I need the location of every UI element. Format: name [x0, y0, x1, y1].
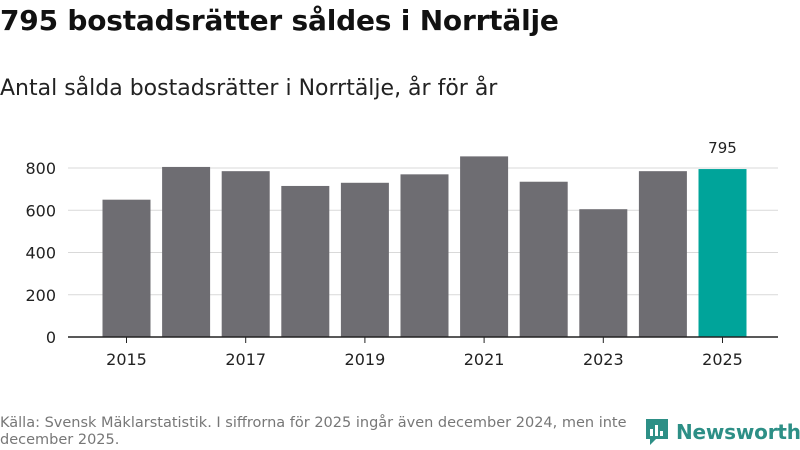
y-tick-label: 400 — [25, 244, 56, 263]
x-tick-label: 2025 — [702, 350, 743, 369]
bar-2024 — [638, 171, 687, 337]
source-note: Källa: Svensk Mäklarstatistik. I siffror… — [0, 415, 627, 448]
x-tick-label: 2021 — [464, 350, 505, 369]
bar-chart: 0 200 400 600 800 795 2015 2017 2019 2021 2023 2025 — [25, 139, 778, 369]
bar-2017 — [221, 171, 270, 337]
logo-text: Newsworthy — [676, 420, 800, 444]
bar-2025 — [698, 169, 747, 337]
x-tick-label: 2017 — [225, 350, 266, 369]
y-tick-label: 600 — [25, 201, 56, 220]
x-tick-label: 2023 — [583, 350, 624, 369]
chart-subtitle: Antal sålda bostadsrätter i Norrtälje, å… — [0, 76, 498, 101]
data-label: 795 — [708, 139, 737, 157]
y-tick-label: 800 — [25, 159, 56, 178]
x-tick-label: 2019 — [345, 350, 386, 369]
chart-title: 795 bostadsrätter såldes i Norrtälje — [0, 4, 559, 37]
x-tick-label: 2015 — [106, 350, 147, 369]
bar-2018 — [281, 185, 330, 337]
newsworthy-logo[interactable]: Newsworthy — [644, 418, 800, 446]
bar-chart-icon — [646, 419, 668, 445]
bar-2021 — [460, 156, 509, 337]
bar-2019 — [340, 182, 389, 337]
bar-2020 — [400, 174, 449, 337]
bar-2016 — [162, 166, 211, 337]
y-tick-label: 200 — [25, 286, 56, 305]
bar-2015 — [102, 199, 151, 337]
bar-2023 — [579, 209, 628, 337]
y-tick-label: 0 — [46, 328, 56, 347]
bar-2022 — [519, 181, 568, 337]
